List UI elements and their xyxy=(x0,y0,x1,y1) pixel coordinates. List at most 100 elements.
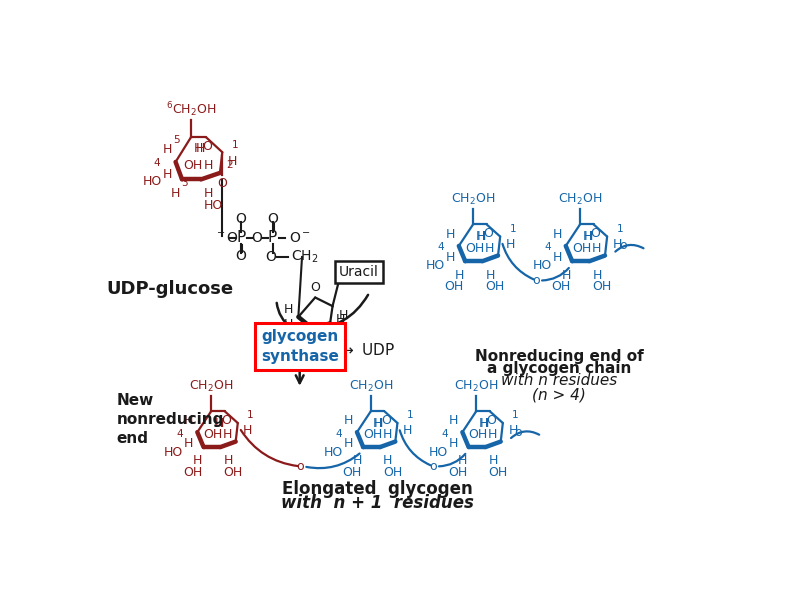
Text: 2: 2 xyxy=(226,161,233,170)
Text: HO: HO xyxy=(429,446,448,458)
Text: H: H xyxy=(488,429,497,441)
Text: H: H xyxy=(283,318,293,331)
Text: O: O xyxy=(484,227,493,241)
Text: H: H xyxy=(592,269,602,282)
Text: 1: 1 xyxy=(247,410,254,420)
Text: H: H xyxy=(243,424,253,437)
Text: HO: HO xyxy=(204,199,223,212)
Text: O: O xyxy=(217,177,227,190)
Text: OH: OH xyxy=(551,280,571,293)
Text: P: P xyxy=(236,230,246,245)
Text: $^-$O: $^-$O xyxy=(215,231,239,245)
Text: H: H xyxy=(339,309,348,322)
Text: H: H xyxy=(162,143,172,156)
Text: O: O xyxy=(310,281,320,294)
Text: 4: 4 xyxy=(176,429,183,439)
Text: H: H xyxy=(344,414,353,427)
Text: UDP-glucose: UDP-glucose xyxy=(106,280,233,297)
Text: CH$_2$: CH$_2$ xyxy=(291,249,318,265)
Text: H: H xyxy=(194,142,203,154)
Text: with  n + 1  residues: with n + 1 residues xyxy=(281,494,474,511)
Text: H: H xyxy=(192,454,202,468)
Text: H: H xyxy=(223,454,233,468)
Text: O: O xyxy=(486,414,496,427)
Text: (n > 4): (n > 4) xyxy=(532,387,587,402)
Text: $^6$CH$_2$OH: $^6$CH$_2$OH xyxy=(166,100,216,119)
Text: CH$_2$OH: CH$_2$OH xyxy=(349,379,393,394)
Text: HO: HO xyxy=(142,176,162,188)
Text: 4: 4 xyxy=(153,159,160,168)
Text: OH: OH xyxy=(289,334,308,348)
Text: o: o xyxy=(532,274,540,287)
Text: HO: HO xyxy=(324,446,343,458)
Text: O: O xyxy=(235,249,247,263)
Text: P: P xyxy=(268,230,277,245)
Text: H: H xyxy=(344,437,353,450)
Text: H: H xyxy=(335,313,345,326)
Text: 1: 1 xyxy=(616,224,623,234)
Text: 4: 4 xyxy=(441,429,448,439)
Text: a glycogen chain: a glycogen chain xyxy=(487,361,631,376)
Text: HO: HO xyxy=(532,260,552,272)
Text: O: O xyxy=(251,231,263,245)
Text: H: H xyxy=(162,168,172,181)
Text: H: H xyxy=(383,454,393,468)
Text: H: H xyxy=(485,269,495,282)
Text: H: H xyxy=(506,238,515,250)
Text: O: O xyxy=(202,140,212,153)
Text: OH: OH xyxy=(444,280,464,293)
Text: $\rightarrow$ UDP: $\rightarrow$ UDP xyxy=(338,342,396,358)
Text: H: H xyxy=(561,269,571,282)
Text: H: H xyxy=(374,417,383,430)
Text: H: H xyxy=(403,424,413,437)
Text: H: H xyxy=(214,417,223,430)
Text: OH: OH xyxy=(488,466,508,479)
Text: OH: OH xyxy=(383,466,402,479)
Text: H: H xyxy=(283,303,293,316)
Text: H: H xyxy=(485,242,494,255)
Text: Nonreducing end of: Nonreducing end of xyxy=(475,349,644,364)
Text: O: O xyxy=(221,414,231,427)
Text: H: H xyxy=(583,230,591,243)
Text: Elongated  glycogen: Elongated glycogen xyxy=(282,480,472,498)
Text: H: H xyxy=(223,429,232,441)
Text: 4: 4 xyxy=(437,243,444,252)
Text: O: O xyxy=(235,212,247,226)
Text: o: o xyxy=(515,426,522,439)
Text: H: H xyxy=(215,417,223,430)
Text: OH: OH xyxy=(223,466,243,479)
Text: 4: 4 xyxy=(544,243,551,252)
Text: OH: OH xyxy=(183,466,202,479)
Text: H: H xyxy=(476,230,486,243)
Text: 4: 4 xyxy=(336,429,342,439)
Text: H: H xyxy=(552,228,562,241)
Text: O: O xyxy=(267,212,278,226)
Text: OH: OH xyxy=(592,280,611,293)
Text: O: O xyxy=(591,227,600,241)
Text: H: H xyxy=(592,242,601,255)
Text: H: H xyxy=(204,187,213,200)
Text: H: H xyxy=(449,437,459,450)
Text: 1: 1 xyxy=(231,140,239,150)
Text: 5: 5 xyxy=(173,135,180,145)
Text: CH$_2$OH: CH$_2$OH xyxy=(451,192,496,207)
Text: H: H xyxy=(613,238,622,250)
Text: H: H xyxy=(583,230,593,243)
Text: H: H xyxy=(203,159,213,172)
Text: H: H xyxy=(479,417,488,430)
Text: 3: 3 xyxy=(181,178,188,188)
Text: OH: OH xyxy=(468,429,488,441)
Text: H: H xyxy=(373,417,382,430)
Text: 1: 1 xyxy=(509,224,516,234)
Text: H: H xyxy=(184,414,193,427)
Text: OH: OH xyxy=(363,429,382,441)
Text: O$^-$: O$^-$ xyxy=(289,231,311,245)
Text: H: H xyxy=(353,454,361,468)
Text: H: H xyxy=(458,454,467,468)
Text: CH$_2$OH: CH$_2$OH xyxy=(454,379,499,394)
Text: O: O xyxy=(266,250,276,264)
Text: H: H xyxy=(445,251,455,264)
Text: o: o xyxy=(297,460,304,473)
Text: H: H xyxy=(552,251,562,264)
Text: H: H xyxy=(196,142,205,154)
